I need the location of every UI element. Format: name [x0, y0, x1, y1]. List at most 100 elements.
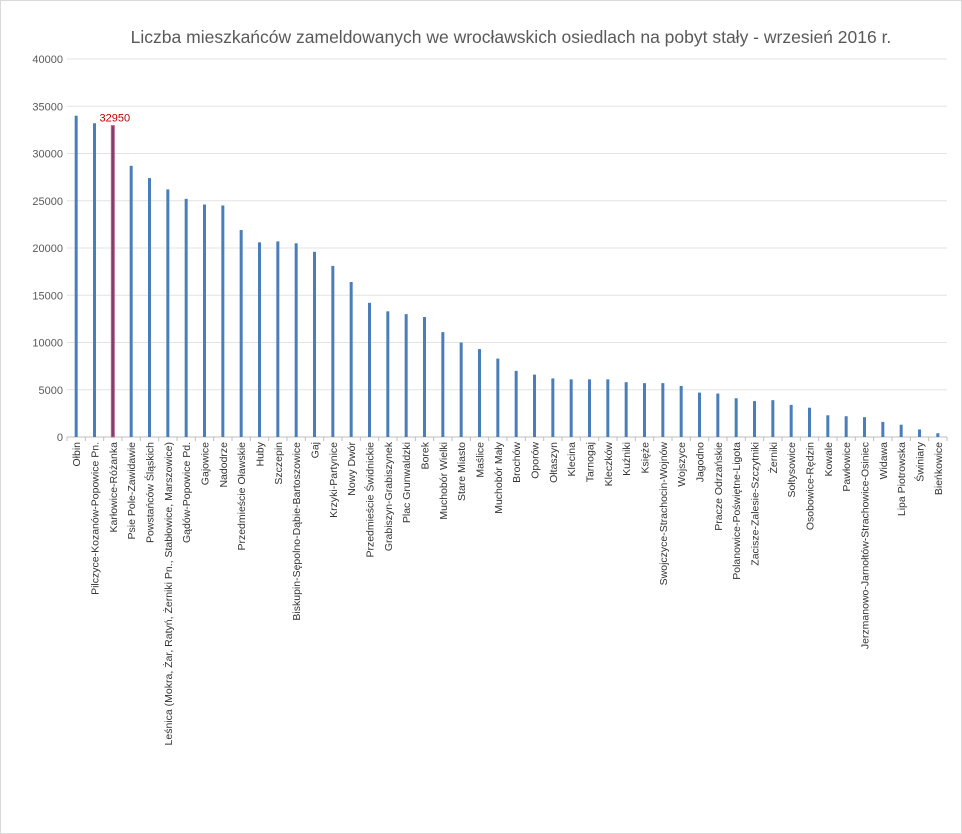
bar [588, 379, 591, 437]
bar [110, 125, 115, 438]
category-label: Widawa [878, 442, 890, 480]
y-tick-label: 15000 [32, 290, 63, 302]
bar [734, 398, 738, 437]
bar [808, 407, 811, 437]
bar [331, 265, 335, 437]
category-label: Pracze Odrzańskie [713, 442, 725, 531]
y-tick-label: 30000 [32, 149, 63, 161]
category-label: Polanowice-Poświętne-Ligota [731, 442, 743, 580]
data-label: 32950 [100, 113, 131, 125]
bar [258, 242, 261, 437]
bar [569, 379, 573, 437]
bar [936, 433, 940, 437]
category-label: Swojczyce-Strachocin-Wojnów [658, 442, 670, 586]
category-label: Karłowice-Różanka [108, 442, 120, 533]
bar [239, 230, 243, 437]
bar [148, 178, 151, 437]
category-label: Jagodno [695, 442, 707, 482]
bar [643, 383, 646, 437]
bars [74, 115, 940, 438]
category-label: Gądów-Popowice Pd. [181, 442, 193, 543]
y-tick-label: 40000 [32, 54, 63, 66]
bar [478, 349, 481, 437]
category-label: Klecina [566, 442, 578, 477]
y-tick-label: 5000 [39, 385, 63, 397]
y-tick-label: 35000 [32, 101, 63, 113]
bar [753, 401, 756, 437]
bar [698, 392, 701, 437]
category-label: Borek [420, 441, 432, 469]
category-label: Osobowice-Rędzin [805, 442, 817, 530]
category-label: Świniary [914, 441, 927, 481]
bar [313, 251, 316, 437]
category-label: Zacisze-Zalesie-Szczytniki [750, 442, 762, 566]
category-label: Ołtaszyn [548, 442, 560, 483]
bar [368, 302, 371, 437]
bar [679, 385, 683, 437]
category-label: Nadodrze [218, 442, 230, 488]
bar [844, 416, 848, 437]
category-label: Żerniki [767, 442, 780, 474]
chart-title: Liczba mieszkańców zameldowanych we wroc… [130, 27, 892, 47]
category-label: Gajowice [200, 442, 212, 485]
bar [74, 115, 78, 437]
bar [624, 382, 628, 437]
category-label: Grabiszyn-Grabiszynek [383, 441, 395, 551]
bar [166, 189, 170, 437]
category-label: Tarnogaj [585, 442, 597, 482]
category-label: Kleczków [603, 442, 615, 487]
category-label: Oporów [530, 442, 542, 479]
bar [423, 316, 426, 437]
bar [349, 282, 353, 437]
category-label: Maślice [475, 442, 487, 478]
category-label: Księże [640, 442, 652, 474]
y-tick-label: 20000 [32, 243, 63, 255]
bar [129, 165, 133, 437]
category-label: Stare Miasto [456, 442, 468, 501]
category-label: Lipa Piotrowska [896, 442, 908, 516]
x-axis-categories: Ołbin Pilczyce-Kozanów-Popowice Pn. Karłow… [66, 437, 948, 745]
bar [404, 314, 408, 437]
category-label: Brochów [511, 442, 523, 483]
bar [899, 424, 903, 437]
bar [459, 342, 463, 437]
category-label: Pilczyce-Kozanów-Popowice Pn. [90, 442, 102, 595]
category-label: Szczepin [273, 442, 285, 485]
bar [606, 379, 610, 437]
bar [294, 243, 298, 437]
category-label: Kowale [823, 442, 835, 477]
category-label: Przedmieście Świdnickie [364, 442, 377, 558]
category-label: Pawłowice [841, 442, 853, 492]
category-label: Gaj [310, 442, 322, 458]
category-label: Biskupin-Sępolno-Dąbie-Bartoszowice [291, 442, 303, 621]
bar [221, 205, 225, 437]
bar [533, 374, 536, 437]
bar [771, 400, 775, 437]
category-label: Kuźniki [621, 442, 633, 476]
bar [496, 358, 500, 437]
bar [551, 378, 555, 437]
category-label: Psie Pole-Zawidawie [126, 442, 138, 540]
category-label: Huby [255, 441, 267, 466]
data-labels: 32950 [100, 113, 131, 125]
category-label: Leśnica (Mokra, Żar, Ratyń, Żerniki Pn.,… [162, 442, 175, 745]
bar [386, 311, 390, 437]
y-tick-label: 10000 [32, 338, 63, 350]
bar [203, 204, 206, 437]
category-label: Powstańców Śląskich [144, 442, 157, 543]
bar [93, 123, 96, 437]
y-tick-label: 0 [57, 432, 63, 444]
category-label: Ołbin [71, 442, 83, 467]
category-label: Bieńkowice [933, 442, 945, 495]
category-label: Przedmieście Oławskie [236, 442, 248, 551]
bar [863, 417, 866, 437]
category-label: Muchobór Wielki [438, 442, 450, 520]
bar [661, 383, 665, 437]
category-label: Krzyki-Partynice [328, 442, 340, 518]
bar [789, 404, 793, 437]
category-label: Muchobór Mały [493, 441, 505, 514]
gridlines [67, 58, 947, 438]
bar [514, 370, 518, 437]
